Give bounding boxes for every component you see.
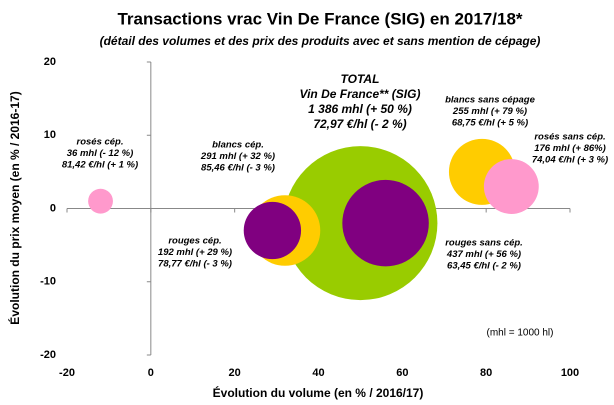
bubble-label: 74,04 €/hl (+ 3 %) bbox=[532, 155, 608, 166]
y-axis-label: Évolution du prix moyen (en % / 2016-17) bbox=[7, 91, 22, 324]
bubble-label: blancs sans cépage bbox=[445, 95, 535, 106]
y-tick-label: -10 bbox=[40, 276, 56, 288]
x-tick-label: 60 bbox=[396, 367, 408, 379]
x-axis-label: Évolution du volume (en % / 2016/17) bbox=[213, 385, 424, 400]
chart-subtitle: (détail des volumes et des prix des prod… bbox=[100, 34, 541, 48]
x-tick-label: 100 bbox=[561, 367, 579, 379]
bubble-label: 176 mhl (+ 86%) bbox=[534, 143, 606, 154]
bubble-label: rouges cép. bbox=[168, 236, 221, 247]
y-tick-label: -20 bbox=[40, 349, 56, 361]
bubble-label: 63,45 €/hl (- 2 %) bbox=[447, 261, 521, 272]
bubble-label: 36 mhl (- 12 %) bbox=[67, 148, 134, 159]
bubble-label: 81,42 €/hl (+ 1 %) bbox=[62, 160, 138, 171]
bubble-label: 68,75 €/hl (+ 5 %) bbox=[452, 118, 528, 129]
bubble-label: 255 mhl (+ 79 %) bbox=[452, 106, 527, 117]
bubble-label: 192 mhl (+ 29 %) bbox=[158, 247, 232, 258]
x-tick-label: 40 bbox=[312, 367, 324, 379]
note: (mhl = 1000 hl) bbox=[487, 328, 554, 339]
bubble bbox=[483, 159, 539, 214]
bubble-label: rosés cép. bbox=[77, 137, 124, 148]
bubble-label: rosés sans cép. bbox=[534, 132, 605, 143]
x-tick-label: 20 bbox=[229, 367, 241, 379]
bubble-label: 1 386 mhl (+ 50 %) bbox=[308, 102, 412, 116]
bubble-label: rouges sans cép. bbox=[445, 238, 523, 249]
bubble-label: 85,46 €/hl (- 3 %) bbox=[201, 163, 275, 174]
x-tick-label: 80 bbox=[480, 367, 492, 379]
bubble-label: TOTAL bbox=[341, 72, 380, 86]
y-tick-label: 10 bbox=[44, 129, 56, 141]
bubble bbox=[88, 188, 113, 214]
bubble-label: 291 mhl (+ 32 %) bbox=[200, 151, 275, 162]
y-tick-label: 20 bbox=[44, 56, 56, 68]
bubble bbox=[243, 201, 302, 260]
bubble-label: 437 mhl (+ 56 %) bbox=[446, 249, 521, 260]
bubble-label: 78,77 €/hl (- 3 %) bbox=[158, 259, 232, 270]
bubble bbox=[342, 179, 429, 267]
x-tick-label: -20 bbox=[59, 367, 75, 379]
y-tick-label: 0 bbox=[50, 202, 56, 214]
chart-title: Transactions vrac Vin De France (SIG) en… bbox=[117, 9, 522, 28]
bubble-label: 72,97 €/hl (- 2 %) bbox=[313, 117, 406, 131]
bubble-label: Vin De France** (SIG) bbox=[300, 87, 421, 101]
x-tick-label: 0 bbox=[148, 367, 154, 379]
bubble-label: blancs cép. bbox=[212, 140, 264, 151]
